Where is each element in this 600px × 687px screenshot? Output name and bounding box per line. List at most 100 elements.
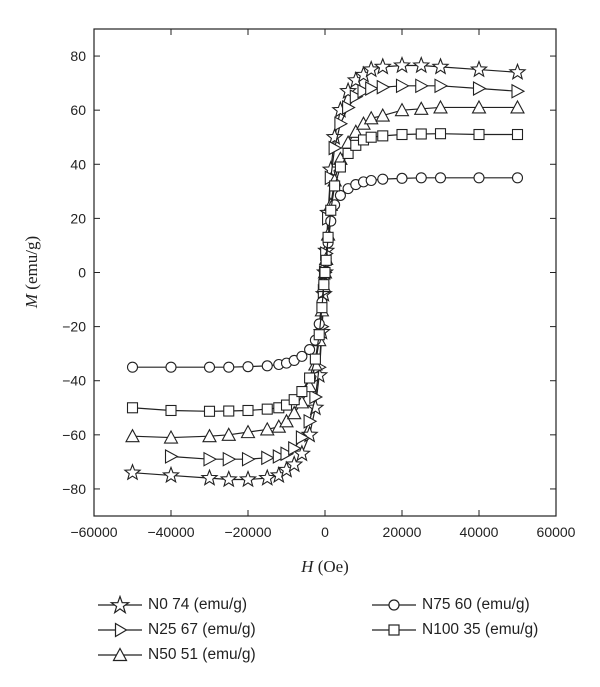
- axis-ticks: −60000 −40000 −20000 0 20000 40000 60000 −80 −60…: [62, 29, 576, 540]
- x-axis-unit: (Oe): [313, 557, 348, 576]
- circle-point: [325, 215, 337, 227]
- square-point: [304, 372, 316, 384]
- circle-point: [261, 360, 273, 372]
- series-4: [126, 128, 524, 417]
- x-tick-label: 0: [321, 524, 329, 540]
- square-point: [325, 204, 337, 216]
- circle-point: [377, 173, 389, 185]
- triangle-right-point: [328, 140, 343, 156]
- square-point: [473, 128, 485, 141]
- circle-point: [434, 172, 447, 184]
- series-group: [123, 55, 527, 488]
- circle-point: [223, 361, 235, 373]
- triangle-right-point: [349, 89, 364, 105]
- circle-point: [304, 344, 316, 356]
- square-point: [434, 128, 447, 140]
- series-0: [123, 55, 527, 488]
- triangle-point: [433, 99, 448, 114]
- legend-label: N50 51 (emu/g): [148, 646, 256, 663]
- square-point: [126, 402, 139, 414]
- y-axis-unit: (emu/g): [22, 236, 41, 294]
- triangle-right-point: [288, 440, 302, 456]
- square-point: [165, 404, 177, 417]
- triangle-right-point: [261, 450, 275, 466]
- circle-point: [313, 318, 325, 330]
- square-point: [329, 180, 341, 192]
- square-point: [365, 131, 377, 143]
- triangle-right-point: [334, 116, 349, 132]
- triangle-point: [471, 99, 487, 114]
- y-tick-label: 80: [70, 48, 86, 64]
- triangle-point: [413, 101, 429, 115]
- square-point: [316, 302, 328, 314]
- triangle-point: [394, 102, 410, 117]
- star-point: [373, 57, 392, 75]
- y-tick-label: 0: [78, 265, 86, 281]
- x-axis-title: H (Oe): [300, 557, 349, 576]
- triangle-right-point: [303, 413, 318, 429]
- star-point: [285, 455, 304, 473]
- y-tick-label: −20: [62, 319, 86, 335]
- y-tick-label: 40: [70, 156, 86, 172]
- star-point: [219, 469, 238, 488]
- star-point: [123, 463, 142, 481]
- y-tick-label: 20: [70, 210, 86, 226]
- square-marker-icon: [372, 624, 416, 636]
- triangle-point: [259, 421, 275, 436]
- square-point: [322, 231, 334, 243]
- triangle-point: [202, 428, 217, 443]
- triangle-point: [375, 107, 391, 122]
- star-marker-icon: [98, 595, 142, 615]
- square-point: [377, 130, 389, 142]
- circle-point: [296, 350, 308, 362]
- star-point: [258, 468, 277, 486]
- star-point: [412, 55, 431, 74]
- square-point: [261, 403, 273, 415]
- circle-point: [365, 174, 377, 187]
- square-point: [288, 394, 300, 406]
- triangle-right-marker-icon: [98, 622, 142, 638]
- triangle-right-point: [376, 79, 391, 95]
- circle-point: [126, 361, 139, 373]
- triangle-right-point: [241, 451, 256, 467]
- legend-item-n0: N0 74 (emu/g): [96, 595, 247, 615]
- square-point: [203, 405, 216, 417]
- legend-item-n75: N75 60 (emu/g): [370, 595, 530, 615]
- triangle-right-point: [434, 78, 449, 94]
- triangle-right-point: [365, 81, 379, 96]
- star-point: [392, 55, 412, 74]
- star-point: [238, 469, 258, 488]
- triangle-right-point: [415, 78, 429, 94]
- triangle-point: [286, 405, 302, 420]
- y-tick-label: −40: [62, 373, 86, 389]
- triangle-point: [163, 429, 179, 444]
- triangle-right-point: [472, 81, 487, 96]
- legend-label: N0 74 (emu/g): [148, 596, 248, 613]
- triangle-point: [348, 124, 364, 138]
- legend-label: N100 35 (emu/g): [422, 621, 539, 638]
- y-axis-variable: M: [22, 293, 41, 309]
- y-tick-label: 60: [70, 102, 86, 118]
- x-tick-label: −40000: [147, 524, 194, 540]
- star-point: [431, 57, 450, 75]
- triangle-right-point: [272, 449, 287, 464]
- legend-item-n50: N50 51 (emu/g): [96, 645, 256, 665]
- star-point: [362, 60, 381, 78]
- star-point: [200, 468, 219, 486]
- legend-item-n100: N100 35 (emu/g): [370, 620, 538, 640]
- square-point: [319, 266, 331, 279]
- square-point: [318, 279, 330, 291]
- square-point: [342, 147, 354, 160]
- triangle-right-point: [222, 451, 237, 467]
- square-point: [396, 128, 408, 141]
- triangle-right-point: [203, 451, 218, 467]
- square-point: [320, 254, 332, 266]
- triangle-up-marker-icon: [98, 647, 142, 662]
- legend: N0 74 (emu/g) N25 67 (emu/g) N50 51 (emu…: [0, 585, 600, 685]
- square-point: [242, 404, 254, 417]
- x-tick-label: 40000: [460, 524, 499, 540]
- triangle-point: [221, 427, 237, 441]
- legend-item-n25: N25 67 (emu/g): [96, 620, 256, 640]
- square-point: [334, 161, 346, 173]
- series-line: [170, 85, 518, 460]
